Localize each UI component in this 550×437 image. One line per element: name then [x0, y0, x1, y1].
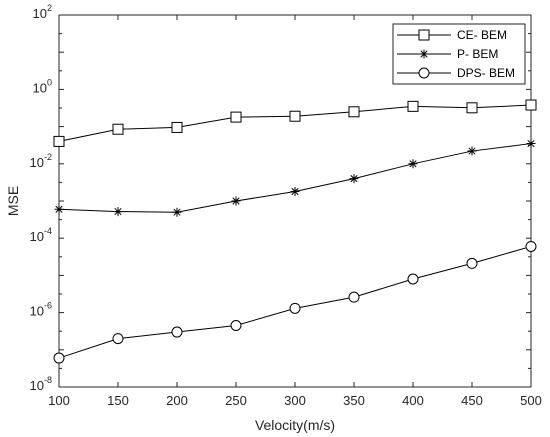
legend: CE- BEM P- BEM DPS- BEM [392, 23, 526, 85]
series-ce-bem [53, 99, 537, 147]
x-tick-label: 250 [225, 393, 247, 408]
x-tick-label: 500 [520, 393, 542, 408]
legend-marker-ce-bem [418, 29, 430, 41]
data-point-dps-bem [407, 273, 419, 285]
legend-label-p-bem: P- BEM [457, 47, 498, 61]
legend-marker-dps-bem [418, 67, 430, 79]
data-point-ce-bem [407, 100, 419, 112]
data-point-dps-bem [525, 240, 537, 252]
series-layer [53, 99, 537, 364]
data-point-ce-bem [53, 135, 65, 147]
data-point-p-bem [526, 139, 536, 149]
legend-label-ce-bem: CE- BEM [457, 28, 507, 42]
data-point-ce-bem [466, 102, 478, 114]
series-dps-bem [53, 240, 537, 364]
data-point-p-bem [408, 159, 418, 169]
data-point-dps-bem [289, 302, 301, 314]
legend-label-dps-bem: DPS- BEM [457, 66, 515, 80]
x-axis-title: Velocity(m/s) [255, 417, 335, 433]
y-axis: 10-8 10-6 10-4 10-2 100 102 [30, 3, 531, 393]
x-tick-label: 150 [107, 393, 129, 408]
data-point-dps-bem [348, 291, 360, 303]
data-point-ce-bem [348, 106, 360, 118]
y-tick-label: 10-8 [30, 375, 52, 393]
y-tick-label: 100 [33, 77, 52, 95]
x-tick-label: 300 [284, 393, 306, 408]
data-point-p-bem [231, 196, 241, 206]
y-tick-label: 10-6 [30, 301, 52, 319]
series-p-bem [54, 139, 536, 217]
y-axis-title: MSE [5, 186, 21, 216]
data-point-p-bem [467, 146, 477, 156]
y-tick-label: 10-2 [30, 152, 52, 170]
y-tick-label: 102 [33, 3, 52, 21]
x-tick-label: 450 [461, 393, 483, 408]
data-point-ce-bem [230, 111, 242, 123]
data-point-dps-bem [230, 320, 242, 332]
data-point-p-bem [54, 204, 64, 214]
data-point-ce-bem [112, 123, 124, 135]
data-point-ce-bem [289, 110, 301, 122]
data-point-ce-bem [171, 121, 183, 133]
x-tick-label: 400 [402, 393, 424, 408]
y-tick-label: 10-4 [30, 226, 52, 244]
x-tick-label: 350 [343, 393, 365, 408]
data-point-dps-bem [171, 326, 183, 338]
data-point-p-bem [290, 187, 300, 197]
data-point-p-bem [113, 207, 123, 217]
x-axis: 100 150 200 250 300 350 400 450 500 [48, 15, 542, 408]
data-point-ce-bem [525, 99, 537, 111]
data-point-dps-bem [112, 333, 124, 345]
data-point-dps-bem [466, 257, 478, 269]
x-tick-label: 100 [48, 393, 70, 408]
legend-marker-p-bem [419, 49, 429, 59]
x-tick-label: 200 [166, 393, 188, 408]
data-point-p-bem [349, 174, 359, 184]
data-point-dps-bem [53, 352, 65, 364]
data-point-p-bem [172, 207, 182, 217]
